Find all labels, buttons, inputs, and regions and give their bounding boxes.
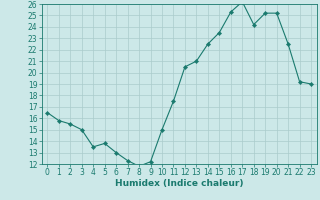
X-axis label: Humidex (Indice chaleur): Humidex (Indice chaleur) xyxy=(115,179,244,188)
